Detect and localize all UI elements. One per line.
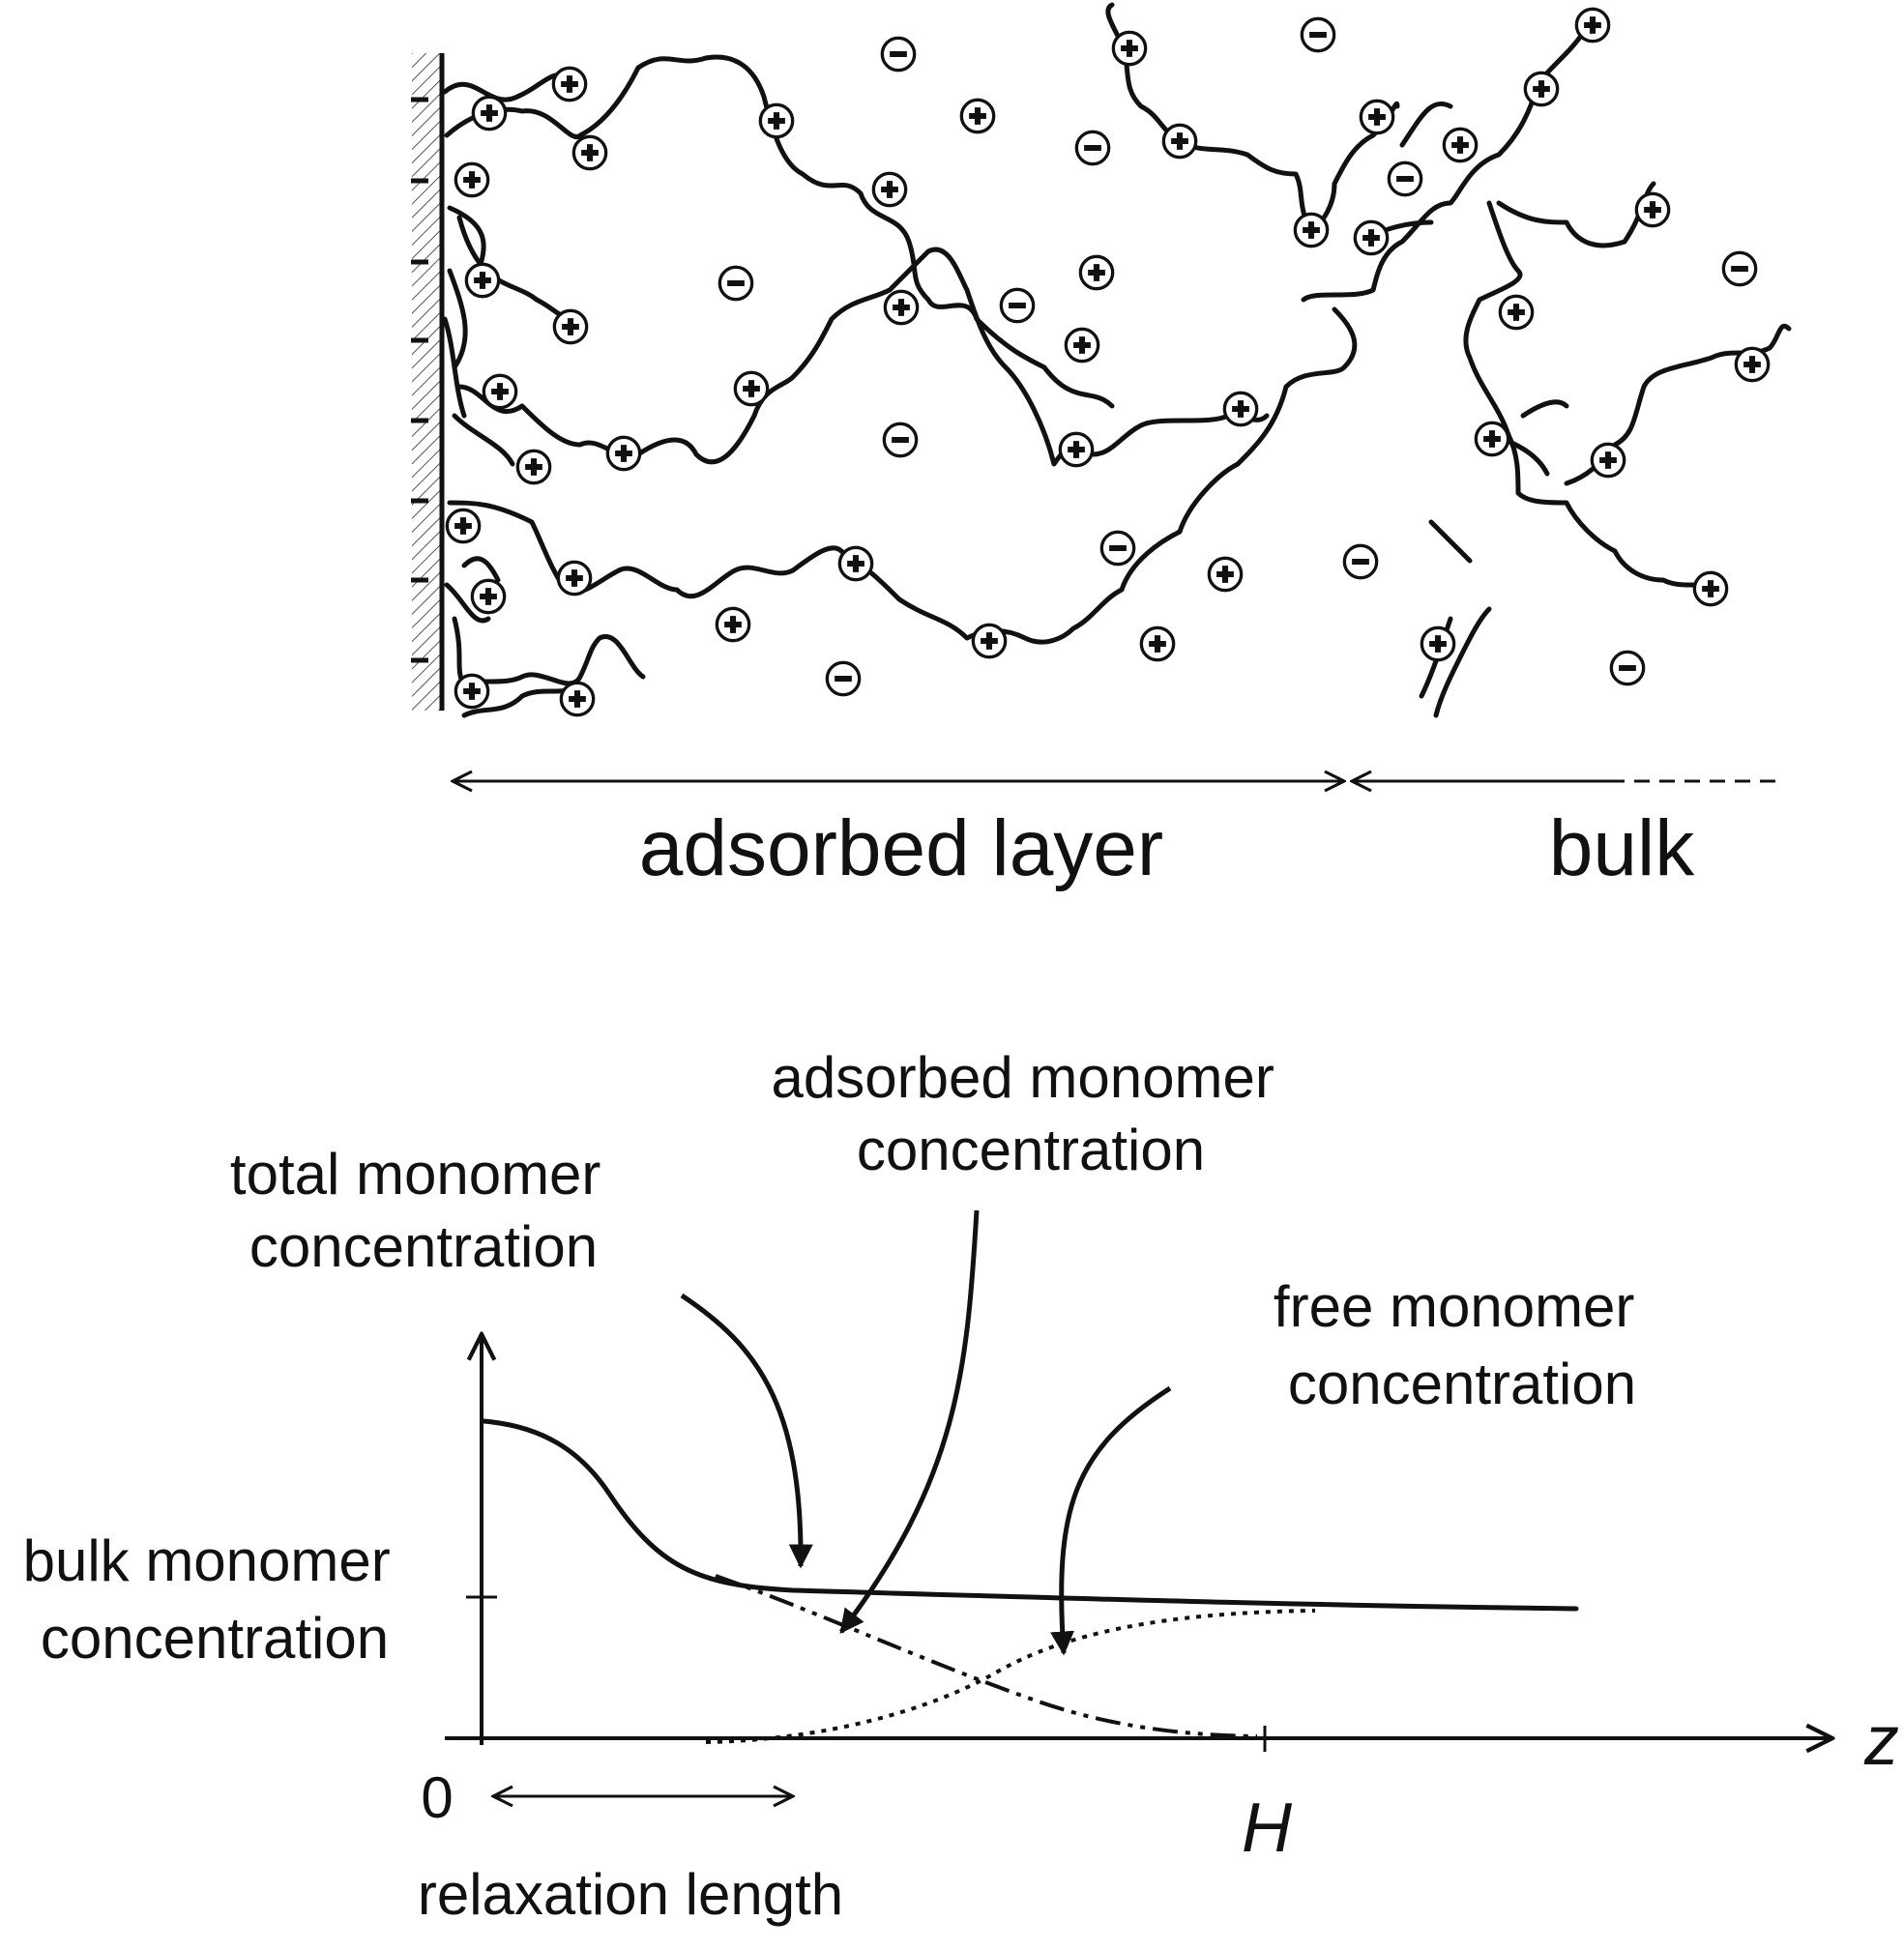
adsorbed-label-arrow — [839, 1209, 980, 1634]
x-axis — [445, 1726, 1832, 1752]
relaxation-length-label: relaxation length — [418, 1862, 843, 1927]
total-concentration-label: total monomer concentration — [230, 1142, 617, 1279]
negative-ions — [719, 18, 1755, 694]
adsorbed-layer-label: adsorbed layer — [639, 804, 1163, 892]
free-label-arrow — [1050, 1385, 1172, 1656]
polyelectrolyte-chains — [442, 2, 1792, 718]
positive-ions — [447, 9, 1768, 714]
bulk-label: bulk — [1549, 804, 1695, 892]
total-concentration-curve — [481, 1418, 1579, 1612]
bulk-concentration-label: bulk monomer concentration — [23, 1528, 407, 1671]
origin-label: 0 — [421, 1765, 453, 1830]
adsorbing-wall — [412, 53, 445, 711]
z-axis-label: z — [1863, 1702, 1899, 1780]
surface-charges — [411, 97, 428, 663]
adsorbed-concentration-label: adsorbed monomer concentration — [772, 1045, 1291, 1182]
adsorbed-concentration-curve — [715, 1574, 1258, 1738]
free-concentration-label: free monomer concentration — [1274, 1274, 1651, 1416]
h-tick-label: H — [1242, 1789, 1293, 1867]
free-concentration-curve — [705, 1609, 1316, 1744]
y-axis — [466, 1334, 497, 1745]
total-label-arrow — [680, 1293, 813, 1569]
